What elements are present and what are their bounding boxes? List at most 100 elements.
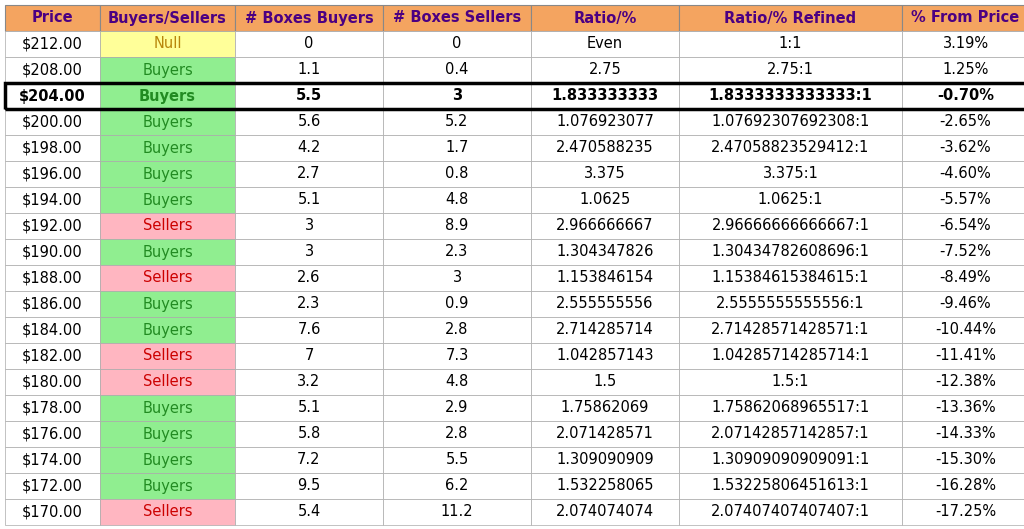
Bar [100,187,234,213]
Bar [5,291,100,317]
Bar [5,343,100,369]
Bar [679,187,902,213]
Bar [234,447,383,473]
Bar [531,213,679,239]
Text: Ratio/%: Ratio/% [573,11,637,25]
Text: 5.4: 5.4 [297,505,321,519]
Text: 2.6: 2.6 [297,270,321,286]
Bar [100,109,234,135]
Text: 1.153846154: 1.153846154 [556,270,653,286]
Text: $192.00: $192.00 [23,218,83,233]
Text: $182.00: $182.00 [23,349,83,363]
Bar [531,5,679,31]
Bar [5,161,100,187]
Text: -7.52%: -7.52% [940,244,991,260]
Bar [5,213,100,239]
Text: Even: Even [587,37,623,51]
Bar [234,5,383,31]
Text: 1.5: 1.5 [593,375,616,389]
Bar [234,291,383,317]
Bar [383,109,531,135]
Bar [531,187,679,213]
Bar [100,213,234,239]
Bar [383,31,531,57]
Bar [5,31,100,57]
Bar [902,343,1024,369]
Bar [5,369,100,395]
Bar [383,265,531,291]
Bar [100,447,234,473]
Bar [679,239,902,265]
Bar [902,239,1024,265]
Text: 7.3: 7.3 [445,349,469,363]
Text: 2.9: 2.9 [445,400,469,415]
Bar [902,109,1024,135]
Text: 3: 3 [453,270,462,286]
Text: Sellers: Sellers [142,505,193,519]
Bar [100,499,234,525]
Bar [383,317,531,343]
Text: Buyers/Sellers: Buyers/Sellers [109,11,227,25]
Text: Sellers: Sellers [142,218,193,233]
Text: $212.00: $212.00 [23,37,83,51]
Bar [100,83,234,109]
Text: Price: Price [32,11,74,25]
Bar [234,265,383,291]
Text: $174.00: $174.00 [23,452,83,468]
Text: 2.3: 2.3 [297,296,321,312]
Text: 2.75: 2.75 [589,62,622,78]
Text: 1.0625: 1.0625 [580,193,631,207]
Text: 1.75862069: 1.75862069 [561,400,649,415]
Text: -2.65%: -2.65% [940,114,991,130]
Bar [5,83,100,109]
Bar [902,499,1024,525]
Bar [679,109,902,135]
Text: 2.470588235: 2.470588235 [556,141,653,156]
Bar [902,369,1024,395]
Text: 3: 3 [304,244,313,260]
Text: 5.5: 5.5 [445,452,469,468]
Bar [234,421,383,447]
Bar [234,83,383,109]
Text: -10.44%: -10.44% [935,323,996,338]
Text: Buyers: Buyers [142,193,193,207]
Bar [679,135,902,161]
Text: 1.076923077: 1.076923077 [556,114,654,130]
Text: 1.75862068965517:1: 1.75862068965517:1 [712,400,869,415]
Bar [531,135,679,161]
Text: Buyers: Buyers [139,88,196,104]
Bar [100,369,234,395]
Text: 1.15384615384615:1: 1.15384615384615:1 [712,270,869,286]
Text: 0: 0 [453,37,462,51]
Bar [902,265,1024,291]
Bar [679,473,902,499]
Text: Null: Null [154,37,181,51]
Bar [100,5,234,31]
Text: 5.1: 5.1 [297,400,321,415]
Bar [531,265,679,291]
Text: % From Price: % From Price [911,11,1020,25]
Text: $178.00: $178.00 [23,400,83,415]
Bar [234,31,383,57]
Bar [902,135,1024,161]
Bar [100,343,234,369]
Bar [383,187,531,213]
Bar [5,83,1024,109]
Bar [100,57,234,83]
Bar [902,447,1024,473]
Text: 1.30909090909091:1: 1.30909090909091:1 [712,452,869,468]
Text: 2.47058823529412:1: 2.47058823529412:1 [712,141,869,156]
Text: 1.53225806451613:1: 1.53225806451613:1 [712,479,869,494]
Text: 1.8333333333333:1: 1.8333333333333:1 [709,88,872,104]
Text: 1.04285714285714:1: 1.04285714285714:1 [712,349,869,363]
Text: 2.3: 2.3 [445,244,469,260]
Text: 3.19%: 3.19% [942,37,988,51]
Bar [902,57,1024,83]
Text: 1.5:1: 1.5:1 [772,375,809,389]
Text: 2.966666667: 2.966666667 [556,218,653,233]
Bar [383,499,531,525]
Text: -0.70%: -0.70% [937,88,994,104]
Text: 5.1: 5.1 [297,193,321,207]
Text: $208.00: $208.00 [23,62,83,78]
Bar [679,31,902,57]
